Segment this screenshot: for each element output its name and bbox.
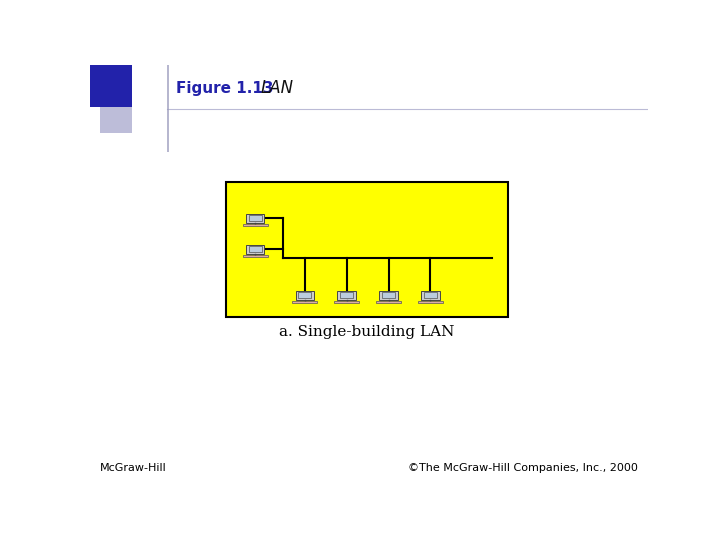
Bar	[248, 246, 262, 252]
Bar	[246, 214, 264, 223]
Bar	[292, 301, 318, 302]
Bar	[243, 255, 268, 257]
Bar	[334, 301, 359, 302]
Bar	[167, 65, 169, 152]
Bar	[338, 291, 356, 300]
Bar	[421, 291, 440, 300]
Bar	[100, 106, 132, 133]
Bar	[246, 245, 264, 254]
Text: McGraw-Hill: McGraw-Hill	[100, 463, 167, 473]
Bar	[418, 301, 443, 302]
Bar	[225, 182, 508, 317]
Bar	[424, 292, 437, 298]
Bar	[248, 215, 262, 221]
Bar	[296, 291, 314, 300]
Bar	[376, 301, 401, 302]
Text: ©The McGraw-Hill Companies, Inc., 2000: ©The McGraw-Hill Companies, Inc., 2000	[408, 463, 638, 473]
Bar	[298, 292, 312, 298]
Text: a. Single-building LAN: a. Single-building LAN	[279, 325, 454, 339]
Bar	[379, 291, 397, 300]
Bar	[90, 65, 132, 107]
Text: Figure 1.13: Figure 1.13	[176, 80, 274, 96]
Bar	[243, 224, 268, 226]
Bar	[340, 292, 354, 298]
Bar	[382, 292, 395, 298]
Text: LAN: LAN	[260, 79, 293, 97]
